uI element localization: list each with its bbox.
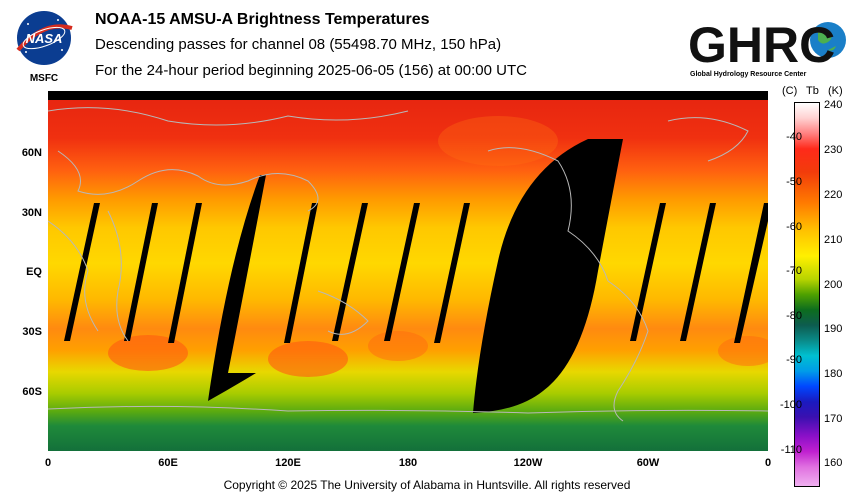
colorbar-k-tick: 210 [824, 234, 843, 246]
ghrc-text: GHRC [688, 17, 835, 73]
temperature-colorbar [794, 102, 820, 487]
colorbar-k-tick: 240 [824, 99, 843, 111]
subtitle-channel: Descending passes for channel 08 (55498.… [95, 36, 502, 53]
lat-label-60n: 60N [21, 147, 42, 159]
brightness-map [48, 91, 768, 451]
map-panel [48, 91, 768, 451]
page-title: NOAA-15 AMSU-A Brightness Temperatures [95, 11, 430, 28]
lon-label-0: 0 [44, 457, 52, 469]
lon-label-60e: 60E [158, 457, 178, 469]
colorbar-k-tick: 180 [824, 368, 843, 380]
nasa-text: NASA [26, 31, 63, 46]
colorbar-c-tick: -90 [786, 354, 802, 366]
colorbar-c-tick: -100 [779, 399, 802, 411]
lon-label-180: 180 [398, 457, 418, 469]
lon-label-120w: 120W [513, 457, 543, 469]
coastlines [48, 107, 768, 422]
nasa-logo: NASA MSFC [16, 11, 73, 84]
msfc-text: MSFC [30, 73, 58, 84]
colorbar-unit-k: (K) [828, 85, 843, 97]
orbit-gap-large-2 [473, 139, 623, 413]
lon-label-60w: 60W [636, 457, 660, 469]
colorbar-c-tick: -110 [780, 444, 802, 456]
orbit-gap-large-1 [208, 175, 266, 401]
ghrc-subtext: Global Hydrology Resource Center [690, 71, 807, 78]
colorbar-k-tick: 200 [824, 279, 843, 291]
colorbar-c-tick: -70 [786, 265, 802, 277]
colorbar-c-tick: -80 [786, 310, 802, 322]
colorbar-k-tick: 160 [824, 457, 843, 469]
colorbar-unit-c: (C) [782, 85, 798, 97]
lat-label-30n: 30N [21, 207, 42, 219]
temperature-field [48, 91, 768, 451]
lat-label-60s: 60S [22, 386, 42, 398]
copyright-notice: Copyright © 2025 The University of Alaba… [223, 478, 631, 492]
lon-label-0-right: 0 [764, 457, 772, 469]
missing-data-band [48, 91, 768, 100]
colorbar-c-tick: -40 [786, 131, 802, 143]
colorbar-title: Tb [806, 85, 819, 97]
ghrc-logo: GHRC Global Hydrology Resource Center [688, 17, 846, 78]
lon-label-120e: 120E [275, 457, 301, 469]
colorbar-k-tick: 230 [824, 144, 843, 156]
colorbar-k-tick: 170 [824, 413, 843, 425]
colorbar-c-tick: -50 [786, 176, 802, 188]
subtitle-period: For the 24-hour period beginning 2025-06… [95, 62, 527, 79]
colorbar-k-tick: 220 [824, 189, 843, 201]
colorbar-c-tick: -60 [786, 221, 802, 233]
header: NASA MSFC NOAA-15 AMSU-A Brightness Temp… [0, 0, 854, 90]
lat-label-eq: EQ [26, 266, 42, 278]
lat-label-30s: 30S [22, 326, 42, 338]
colorbar-k-tick: 190 [824, 323, 843, 335]
swath-gaps [64, 203, 768, 343]
